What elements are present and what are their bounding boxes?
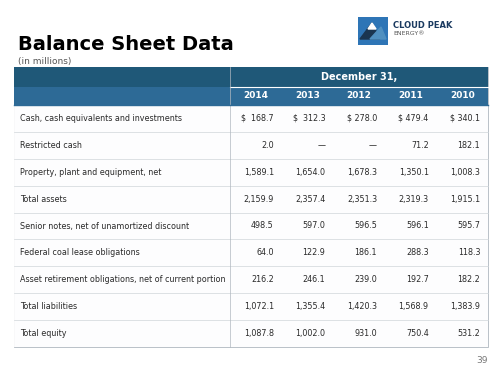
- Bar: [14, 266, 488, 293]
- Bar: [14, 67, 488, 87]
- Text: ENERGY®: ENERGY®: [393, 31, 424, 36]
- Bar: [14, 67, 488, 347]
- Polygon shape: [360, 23, 380, 39]
- Text: 1,350.1: 1,350.1: [398, 168, 428, 177]
- Bar: [14, 293, 488, 320]
- Text: 1,072.1: 1,072.1: [244, 302, 274, 311]
- Text: December 31,: December 31,: [321, 72, 397, 82]
- Text: 596.1: 596.1: [406, 222, 428, 231]
- Bar: [14, 186, 488, 213]
- Text: 239.0: 239.0: [354, 275, 377, 284]
- Text: 118.3: 118.3: [458, 248, 480, 257]
- Text: 1,420.3: 1,420.3: [347, 302, 377, 311]
- Text: 182.1: 182.1: [458, 141, 480, 150]
- Polygon shape: [370, 27, 386, 39]
- Text: 1,678.3: 1,678.3: [347, 168, 377, 177]
- Bar: [14, 320, 488, 347]
- Text: 192.7: 192.7: [406, 275, 428, 284]
- Text: 595.7: 595.7: [458, 222, 480, 231]
- Text: 2012: 2012: [346, 92, 372, 100]
- Text: 2011: 2011: [398, 92, 423, 100]
- Polygon shape: [368, 23, 376, 29]
- Text: 2013: 2013: [295, 92, 320, 100]
- Text: 1,383.9: 1,383.9: [450, 302, 480, 311]
- Text: 2,319.3: 2,319.3: [398, 195, 428, 204]
- Bar: [14, 105, 488, 132]
- Text: CLOUD PEAK: CLOUD PEAK: [393, 21, 452, 30]
- Text: 1,008.3: 1,008.3: [450, 168, 480, 177]
- Text: 39: 39: [476, 356, 488, 365]
- Text: Property, plant and equipment, net: Property, plant and equipment, net: [20, 168, 162, 177]
- Text: 1,589.1: 1,589.1: [244, 168, 274, 177]
- Text: 64.0: 64.0: [256, 248, 274, 257]
- Text: 246.1: 246.1: [303, 275, 326, 284]
- Text: 2,357.4: 2,357.4: [295, 195, 326, 204]
- Text: 1,568.9: 1,568.9: [398, 302, 428, 311]
- Text: Asset retirement obligations, net of current portion: Asset retirement obligations, net of cur…: [20, 275, 226, 284]
- Text: 597.0: 597.0: [302, 222, 326, 231]
- Text: 750.4: 750.4: [406, 329, 428, 338]
- Text: —: —: [318, 141, 326, 150]
- Bar: [14, 132, 488, 159]
- Text: (in millions): (in millions): [18, 57, 72, 66]
- Text: 2010: 2010: [450, 92, 474, 100]
- Text: 2014: 2014: [244, 92, 268, 100]
- Text: 596.5: 596.5: [354, 222, 377, 231]
- Text: —: —: [369, 141, 377, 150]
- Text: $  312.3: $ 312.3: [293, 114, 326, 123]
- Text: Senior notes, net of unamortized discount: Senior notes, net of unamortized discoun…: [20, 222, 189, 231]
- Text: Federal coal lease obligations: Federal coal lease obligations: [20, 248, 140, 257]
- Text: 531.2: 531.2: [458, 329, 480, 338]
- Text: Restricted cash: Restricted cash: [20, 141, 82, 150]
- Text: $  168.7: $ 168.7: [241, 114, 274, 123]
- Text: 122.9: 122.9: [302, 248, 326, 257]
- Text: $ 340.1: $ 340.1: [450, 114, 480, 123]
- Text: 1,915.1: 1,915.1: [450, 195, 480, 204]
- Bar: [14, 240, 488, 266]
- Text: $ 278.0: $ 278.0: [347, 114, 377, 123]
- Text: 2,159.9: 2,159.9: [244, 195, 274, 204]
- Text: 498.5: 498.5: [251, 222, 274, 231]
- Text: 71.2: 71.2: [411, 141, 428, 150]
- Text: Total assets: Total assets: [20, 195, 67, 204]
- Text: 1,087.8: 1,087.8: [244, 329, 274, 338]
- Bar: [14, 159, 488, 186]
- Bar: [14, 213, 488, 240]
- Text: 216.2: 216.2: [251, 275, 274, 284]
- Text: 1,355.4: 1,355.4: [296, 302, 326, 311]
- Text: Balance Sheet Data: Balance Sheet Data: [18, 35, 234, 54]
- Bar: [14, 87, 488, 105]
- Text: Cash, cash equivalents and investments: Cash, cash equivalents and investments: [20, 114, 182, 123]
- Text: 288.3: 288.3: [406, 248, 428, 257]
- Text: 1,654.0: 1,654.0: [296, 168, 326, 177]
- Text: 931.0: 931.0: [354, 329, 377, 338]
- Text: 186.1: 186.1: [354, 248, 377, 257]
- Text: Total liabilities: Total liabilities: [20, 302, 77, 311]
- Text: Total equity: Total equity: [20, 329, 66, 338]
- Text: 182.2: 182.2: [458, 275, 480, 284]
- Bar: [358, 17, 388, 45]
- Text: $ 479.4: $ 479.4: [398, 114, 428, 123]
- Text: 2,351.3: 2,351.3: [347, 195, 377, 204]
- Text: 1,002.0: 1,002.0: [296, 329, 326, 338]
- Text: 2.0: 2.0: [261, 141, 274, 150]
